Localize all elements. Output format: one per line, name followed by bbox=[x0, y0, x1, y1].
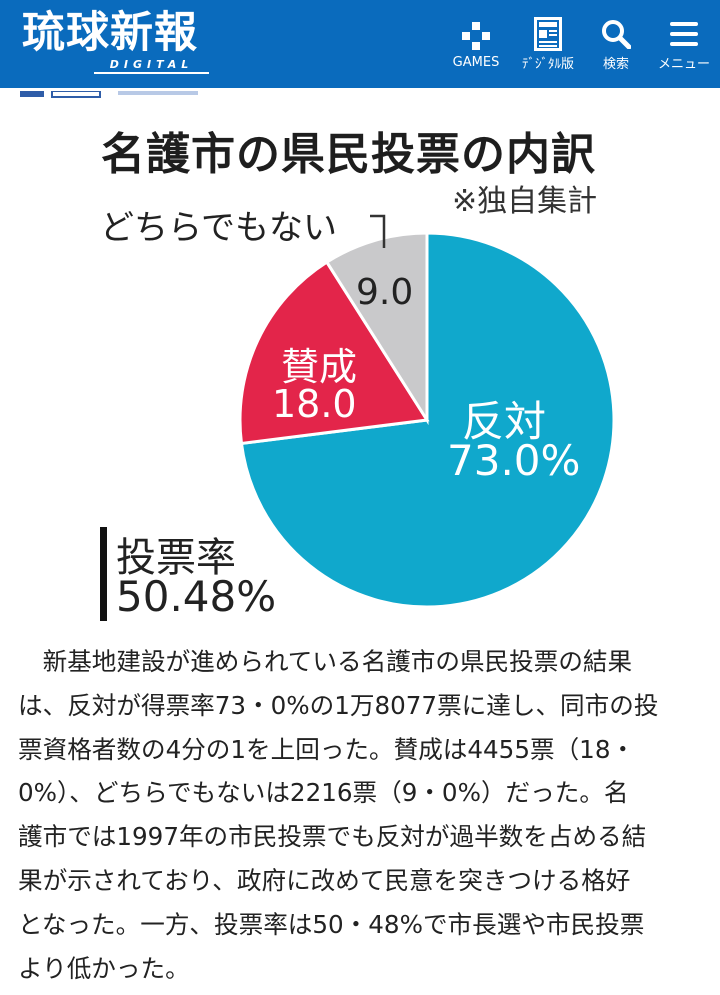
article-line: より低かった。 bbox=[18, 953, 190, 983]
turnout-value: 50.48% bbox=[116, 572, 277, 621]
share-strip bbox=[0, 88, 720, 100]
nav-search-button[interactable]: 検索 bbox=[591, 0, 641, 88]
article-line: 新基地建設が進められている名護市の県民投票の結果 bbox=[18, 647, 633, 676]
article-line: となった。一方、投票率は50・48%で市長選や市民投票 bbox=[18, 909, 645, 939]
site-logo[interactable]: 琉球新報 DIGITAL bbox=[22, 8, 209, 74]
turnout-label: 投票率 bbox=[116, 535, 236, 581]
article-line: 票資格者数の4分の1を上回った。賛成は4455票（18・ bbox=[18, 734, 636, 764]
nav-menu-label: メニュー bbox=[657, 56, 710, 72]
pie-chart bbox=[238, 214, 616, 609]
nav-games-label: GAMES bbox=[452, 54, 500, 70]
article-line: 護市では1997年の市民投票でも反対が過半数を占める結 bbox=[18, 822, 647, 852]
slice-label-against: 反対 bbox=[462, 397, 547, 446]
slice-label-for: 賛成 bbox=[281, 345, 358, 389]
site-header: 琉球新報 DIGITAL GAMES ﾃﾞｼﾞﾀﾙ版 bbox=[0, 0, 720, 88]
pie-slice-neither bbox=[324, 231, 429, 426]
pie-slice-for bbox=[238, 260, 430, 446]
vote-breakdown-infographic: 名護市の県民投票の内訳 ※独自集計 どちらでもない 反対 73.0% 賛成 18… bbox=[0, 100, 720, 630]
nav-digital-edition-label: ﾃﾞｼﾞﾀﾙ版 bbox=[521, 56, 574, 72]
nav-menu-button[interactable]: メニュー bbox=[652, 0, 716, 88]
game-controller-icon bbox=[461, 19, 491, 53]
slice-value-for: 18.0 bbox=[272, 382, 357, 426]
slice-value-against: 73.0% bbox=[447, 436, 581, 485]
nav-games-button[interactable]: GAMES bbox=[446, 0, 506, 88]
article-line: 果が示されており、政府に改めて民意を突きつける格好 bbox=[18, 865, 631, 895]
turnout-accent-bar bbox=[100, 527, 107, 621]
logo-title: 琉球新報 bbox=[22, 8, 198, 58]
infographic-title: 名護市の県民投票の内訳 bbox=[101, 129, 596, 180]
infographic-note: ※独自集計 bbox=[452, 184, 598, 219]
neither-leader-line bbox=[370, 214, 386, 248]
article-line: 0%）、どちらでもないは2216票（9・0%）だった。名 bbox=[18, 778, 629, 808]
nav-digital-edition-button[interactable]: ﾃﾞｼﾞﾀﾙ版 bbox=[515, 0, 581, 88]
nav-search-label: 検索 bbox=[602, 56, 629, 72]
article-body: 新基地建設が進められている名護市の県民投票の結果 は、反対が得票率73・0%の1… bbox=[18, 640, 708, 990]
article-line: は、反対が得票率73・0%の1万8077票に達し、同市の投 bbox=[18, 690, 659, 720]
neither-label: どちらでもない bbox=[100, 208, 337, 248]
search-icon bbox=[601, 17, 631, 51]
hamburger-menu-icon bbox=[669, 17, 699, 51]
newspaper-icon bbox=[534, 16, 562, 51]
slice-value-neither: 9.0 bbox=[356, 272, 414, 313]
logo-subtitle: DIGITAL bbox=[94, 58, 209, 74]
